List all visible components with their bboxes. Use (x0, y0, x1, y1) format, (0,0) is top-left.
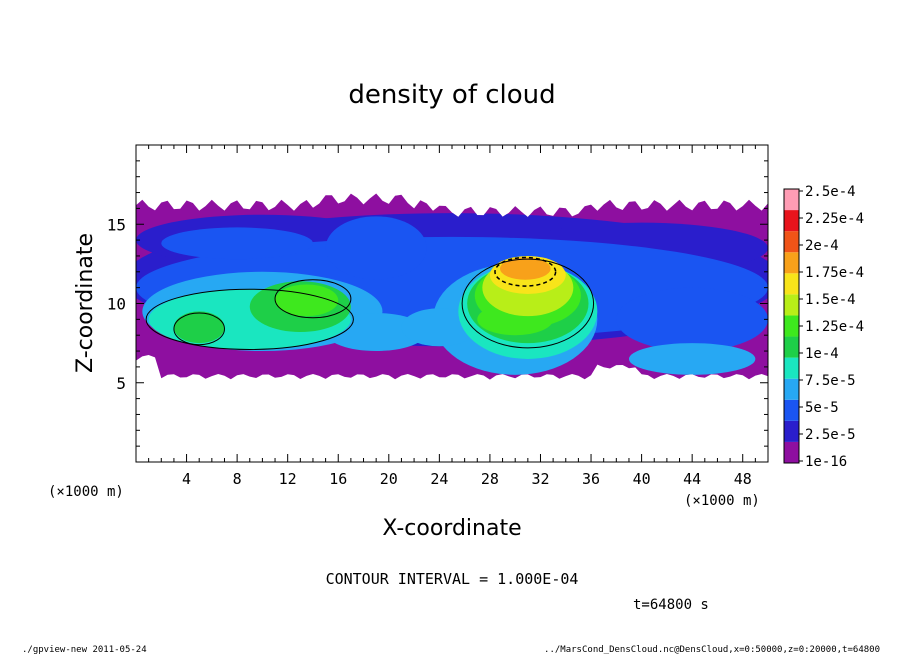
density-region (401, 308, 478, 347)
contour-line (274, 279, 352, 319)
x-tick-label: 40 (633, 470, 651, 488)
colorbar-swatch (784, 252, 799, 274)
contour-line (145, 288, 354, 350)
colorbar: 2.5e-4 2.25e-4 2e-4 1.75e-4 1.5e-4 1.25e-4 1e-… (783, 184, 864, 470)
colorbar-label: 1.25e-4 (805, 319, 864, 335)
colorbar-label: 1e-16 (805, 454, 847, 470)
contour-interval-note: CONTOUR INTERVAL = 1.000E-04 (326, 570, 579, 588)
density-region (616, 287, 768, 352)
plot-area (136, 145, 768, 462)
x-tick-label: 4 (182, 470, 191, 488)
colorbar-swatch (784, 336, 799, 358)
chart-title: density of cloud (348, 80, 555, 110)
x-tick-label: 24 (430, 470, 448, 488)
density-field (136, 193, 768, 380)
colorbar-swatch (784, 357, 799, 379)
contour-lines (145, 256, 595, 350)
y-tick-label: 10 (107, 295, 126, 314)
colorbar-label: 5e-5 (805, 400, 839, 416)
x-tick-label: 16 (329, 470, 347, 488)
colorbar-label: 2.25e-4 (805, 211, 864, 227)
x-axis-unit-left: (×1000 m) (48, 484, 124, 500)
time-stamp: t=64800 s (633, 597, 709, 613)
colorbar-swatch (784, 231, 799, 253)
colorbar-label: 1e-4 (805, 346, 839, 362)
colorbar-swatch (784, 294, 799, 316)
x-tick-label: 28 (481, 470, 499, 488)
x-axis-label: X-coordinate (382, 516, 521, 541)
x-tick-label: 36 (582, 470, 600, 488)
x-tick-label: 32 (531, 470, 549, 488)
colorbar-swatch (784, 210, 799, 232)
x-axis: 4 8 12 16 20 24 28 32 36 40 44 48 (148, 145, 769, 488)
footer-right: ../MarsCond_DensCloud.nc@DensCloud,x=0:5… (544, 645, 880, 654)
density-region (628, 343, 756, 375)
density-region (161, 227, 313, 260)
x-tick-label: 44 (683, 470, 701, 488)
colorbar-swatch (784, 315, 799, 337)
colorbar-label: 2.5e-4 (805, 184, 856, 200)
density-region (500, 257, 551, 280)
colorbar-label: 2.5e-5 (805, 427, 856, 443)
contour-line-2e-4 (494, 256, 557, 287)
colorbar-swatch (784, 420, 799, 442)
colorbar-swatch (784, 399, 799, 421)
x-tick-label: 8 (233, 470, 242, 488)
y-axis-label: Z-coordinate (73, 233, 98, 373)
y-axis: 5 10 15 (107, 160, 768, 447)
y-tick-label: 15 (107, 215, 126, 234)
density-region (325, 216, 427, 280)
density-region (173, 311, 225, 344)
density-region (275, 284, 339, 317)
colorbar-swatch (784, 273, 799, 295)
colorbar-swatch (784, 441, 799, 463)
x-tick-label: 12 (279, 470, 297, 488)
colorbar-label: 7.5e-5 (805, 373, 856, 389)
y-tick-label: 5 (116, 374, 126, 393)
x-tick-label: 20 (380, 470, 398, 488)
contour-line (461, 258, 595, 349)
colorbar-swatch (784, 378, 799, 400)
colorbar-label: 1.5e-4 (805, 292, 856, 308)
footer-left: ./gpview-new 2011-05-24 (22, 645, 147, 654)
colorbar-swatch (784, 189, 799, 211)
x-tick-label: 48 (734, 470, 752, 488)
density-region (325, 313, 427, 352)
colorbar-label: 2e-4 (805, 238, 839, 254)
x-axis-unit-right: (×1000 m) (684, 493, 760, 509)
contour-line (173, 312, 225, 346)
colorbar-label: 1.75e-4 (805, 265, 864, 281)
